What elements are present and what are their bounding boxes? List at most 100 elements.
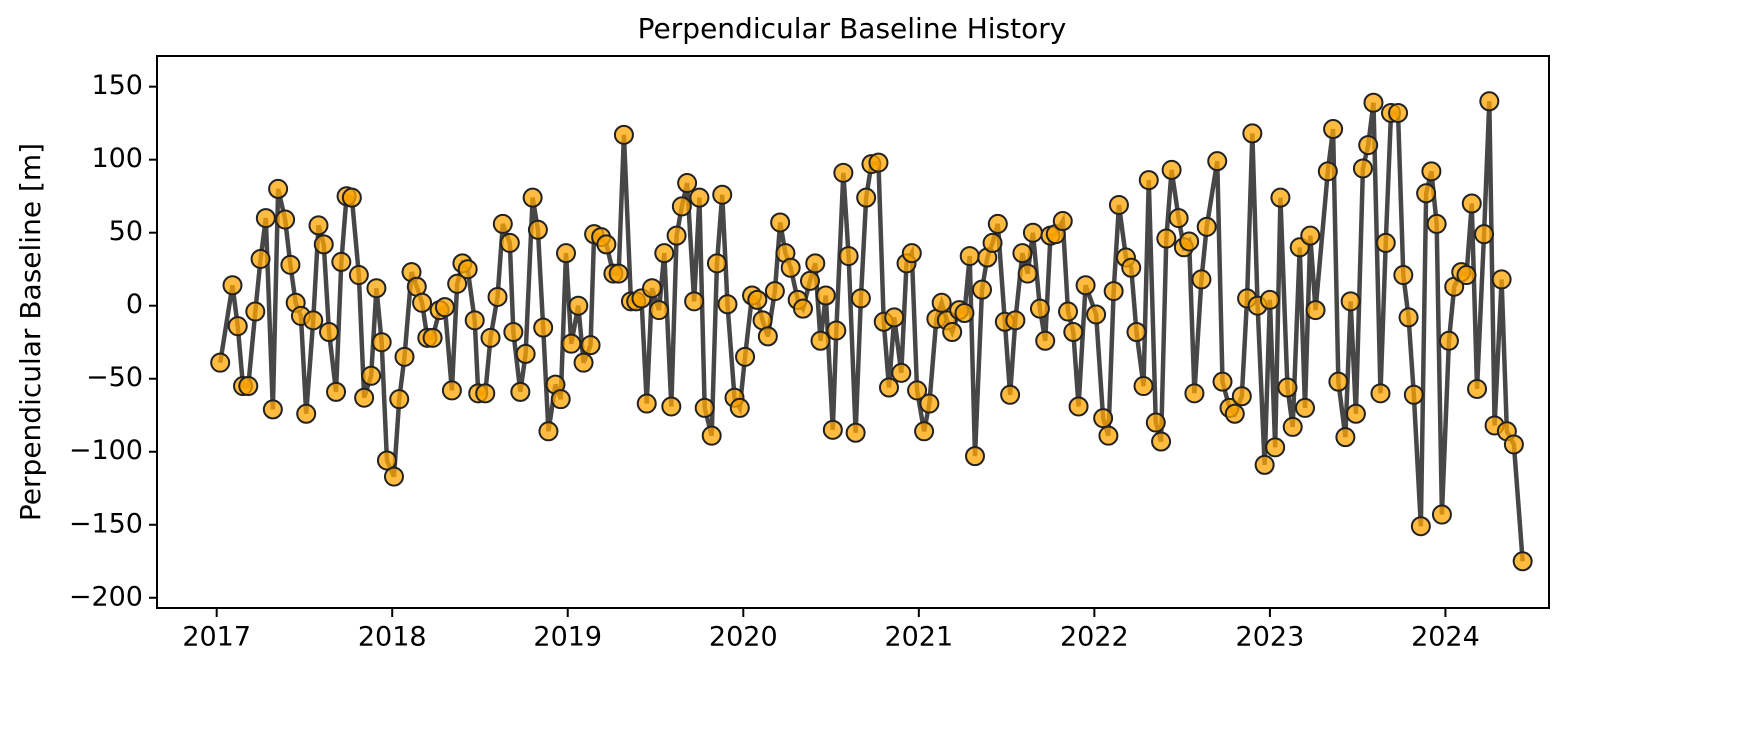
- y-tick-label: −150: [69, 508, 143, 539]
- data-point: [348, 265, 369, 286]
- data-point: [1121, 257, 1142, 278]
- data-point: [1029, 298, 1050, 319]
- data-point: [959, 246, 980, 267]
- data-point: [608, 263, 629, 284]
- y-tick-label: −100: [69, 435, 143, 466]
- data-point: [671, 196, 692, 217]
- data-point: [1075, 275, 1096, 296]
- data-point: [550, 389, 571, 410]
- data-point: [1398, 307, 1419, 328]
- data-point: [1005, 310, 1026, 331]
- data-point: [1108, 194, 1129, 215]
- data-point: [515, 343, 536, 364]
- data-point: [878, 377, 899, 398]
- data-point: [1265, 437, 1286, 458]
- data-point: [1479, 91, 1500, 112]
- x-tick-label: 2018: [358, 622, 427, 653]
- data-point: [1126, 322, 1147, 342]
- x-tick-label: 2023: [1236, 622, 1305, 653]
- data-point: [689, 187, 710, 208]
- data-point: [308, 215, 329, 236]
- data-point: [1000, 384, 1021, 405]
- data-point: [1098, 425, 1119, 446]
- data-point: [1503, 434, 1524, 455]
- data-point: [1138, 170, 1159, 191]
- data-point: [371, 332, 392, 353]
- data-point: [684, 291, 705, 312]
- data-point: [296, 403, 317, 424]
- data-point: [255, 208, 276, 229]
- data-point: [538, 421, 559, 442]
- data-point: [1328, 371, 1349, 392]
- x-tick-label: 2020: [709, 622, 778, 653]
- data-point: [845, 422, 866, 443]
- data-point: [891, 362, 912, 383]
- data-point: [1416, 183, 1437, 204]
- data-point: [499, 232, 520, 253]
- data-point: [1184, 383, 1205, 404]
- data-point: [712, 184, 733, 205]
- data-point: [1438, 330, 1459, 351]
- data-point: [596, 234, 617, 255]
- data-point: [654, 243, 675, 264]
- data-point: [313, 234, 334, 255]
- data-point: [1363, 92, 1384, 113]
- data-point: [757, 326, 778, 347]
- data-point: [555, 243, 576, 264]
- data-point: [1431, 504, 1452, 525]
- data-point: [268, 178, 289, 199]
- data-point: [510, 381, 531, 402]
- data-point: [1282, 416, 1303, 437]
- y-tick-label: 100: [91, 143, 143, 174]
- data-point: [1335, 427, 1356, 448]
- x-tick-label: 2022: [1060, 622, 1129, 653]
- data-point: [729, 397, 750, 418]
- data-point: [780, 257, 801, 278]
- data-point: [694, 397, 715, 418]
- data-point: [447, 273, 468, 294]
- data-point: [701, 425, 722, 446]
- data-point: [1145, 412, 1166, 433]
- data-point: [856, 187, 877, 208]
- data-point: [573, 352, 594, 373]
- x-tick-label: 2024: [1411, 622, 1480, 653]
- data-point: [1270, 187, 1291, 208]
- data-point: [412, 292, 433, 313]
- chart-title: Perpendicular Baseline History: [638, 12, 1067, 45]
- data-point: [1212, 371, 1233, 392]
- data-point: [464, 310, 485, 331]
- data-point: [805, 253, 826, 274]
- data-point: [810, 330, 831, 351]
- data-point: [1410, 516, 1431, 537]
- data-point: [1231, 386, 1252, 407]
- data-point: [227, 316, 248, 337]
- data-point: [1068, 396, 1089, 417]
- data-point: [434, 297, 455, 318]
- data-point: [1461, 193, 1482, 214]
- y-tick-label: 50: [109, 216, 143, 247]
- x-tick-label: 2019: [533, 622, 602, 653]
- data-point: [275, 209, 296, 230]
- data-point: [1352, 158, 1373, 179]
- data-point: [1317, 161, 1338, 182]
- y-axis-label: Perpendicular Baseline [m]: [14, 143, 47, 521]
- data-point: [280, 254, 301, 275]
- data-point: [1254, 454, 1275, 475]
- data-point: [1295, 397, 1316, 418]
- data-point: [262, 399, 283, 420]
- data-point: [503, 322, 524, 342]
- data-point: [383, 466, 404, 487]
- data-point: [914, 421, 935, 442]
- data-point: [901, 243, 922, 264]
- data-point: [1358, 135, 1379, 156]
- y-tick-label: −200: [69, 581, 143, 612]
- y-tick-label: 0: [126, 289, 143, 320]
- data-point: [1063, 322, 1084, 342]
- data-point: [1168, 208, 1189, 229]
- data-point: [764, 281, 785, 302]
- data-point: [1035, 330, 1056, 351]
- y-tick-label: 150: [91, 70, 143, 101]
- data-point: [1103, 281, 1124, 302]
- data-point: [826, 320, 847, 341]
- x-tick-label: 2021: [884, 622, 953, 653]
